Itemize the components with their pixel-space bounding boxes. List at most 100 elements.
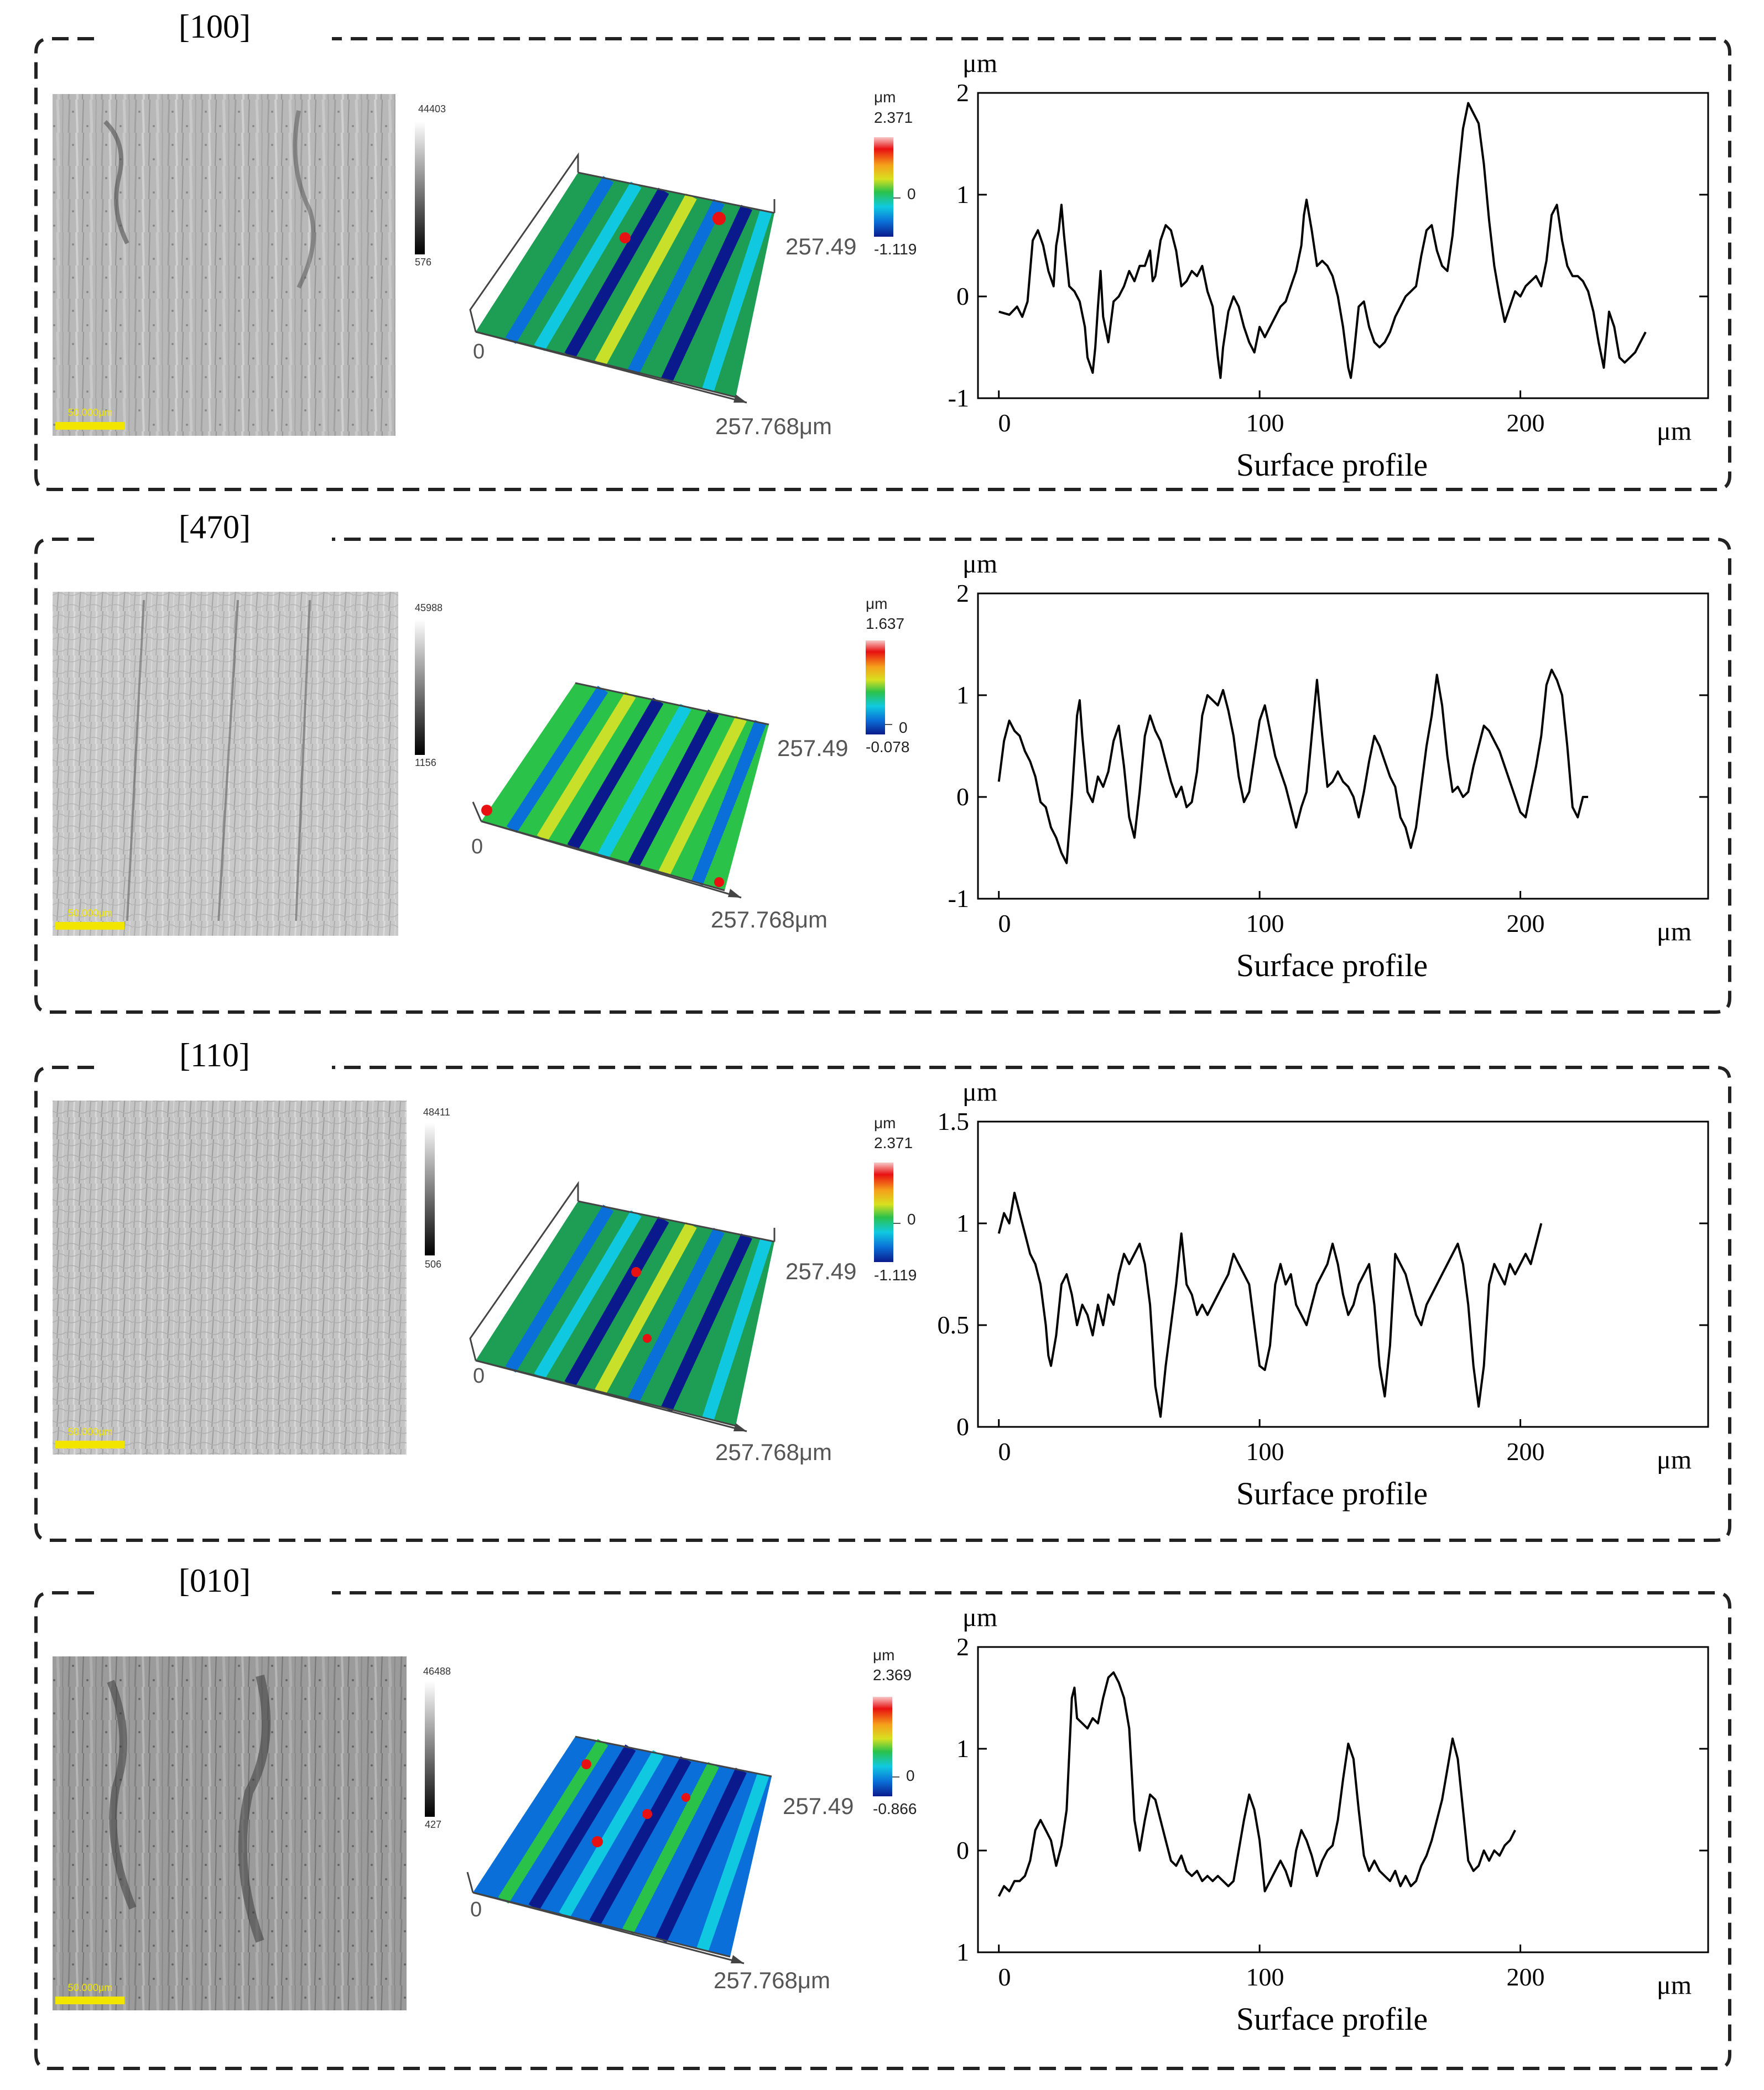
y-tick-label: 2	[956, 79, 969, 107]
y-tick-label: 2	[956, 1633, 969, 1661]
panel-label: [110]	[179, 1037, 250, 1073]
y-tick-label: 0	[956, 1836, 969, 1864]
scalebar	[55, 1997, 124, 2004]
colorbar-zero: 0	[907, 185, 916, 202]
surface-y-label: 257.49	[785, 233, 856, 259]
y-unit-label: μm	[962, 49, 997, 78]
x-tick-label: 100	[1246, 1963, 1284, 1991]
y-unit-label: μm	[962, 549, 997, 578]
colorbar-unit: μm	[873, 1646, 894, 1664]
scalebar-label: 50.000μm	[68, 908, 112, 919]
panel-110: [110] 50.000μm 48411 506	[34, 1037, 1731, 1542]
profile-series-line	[998, 102, 1647, 379]
y-tick-label: 1	[956, 1209, 969, 1237]
plot-frame	[977, 1646, 1709, 1953]
colorbar-min: -0.866	[873, 1800, 917, 1817]
x-tick-label: 100	[1246, 909, 1284, 937]
surface-3d: 0 257.49 257.768μm	[469, 152, 856, 439]
height-colorbar: μm 2.371 0 -1.119	[874, 88, 917, 258]
profile-chart: μm μm Surface profile 2 1 0 -1 0 100 200	[948, 549, 1709, 983]
colorbar-unit: μm	[866, 595, 887, 612]
x-tick-label: 0	[998, 1437, 1011, 1466]
y-unit-label: μm	[962, 1603, 997, 1632]
surface-box	[469, 152, 776, 398]
y-tick-label: 1	[956, 1938, 969, 1966]
surface-y-label: 257.49	[783, 1793, 854, 1819]
colorbar-min: -1.119	[874, 1266, 917, 1284]
surface-3d: 0 257.49 257.768μm	[466, 1735, 854, 1993]
scalebar-label: 50.000μm	[68, 1982, 112, 1993]
plot-frame	[977, 92, 1709, 399]
profile-series-line	[997, 1671, 1516, 1897]
y-tick-label: -1	[948, 884, 969, 913]
scalebar	[55, 922, 124, 930]
colorbar-max: 2.371	[874, 1134, 913, 1151]
surface-origin: 0	[473, 340, 485, 363]
colorbar-unit: μm	[874, 1114, 896, 1132]
x-axis-title: Surface profile	[1236, 1476, 1428, 1512]
colorbar-zero: 0	[906, 1767, 915, 1784]
gray-colorbar: 44403 576	[415, 103, 446, 268]
x-unit-label: μm	[1657, 917, 1692, 946]
x-axis-title: Surface profile	[1236, 947, 1428, 983]
x-tick-label: 0	[998, 1963, 1011, 1991]
surface-3d: 0 257.49 257.768μm	[469, 1181, 856, 1465]
panel-frame	[34, 1591, 1731, 2070]
y-tick-label: 1.5	[938, 1107, 970, 1135]
panel-label: [100]	[179, 8, 251, 45]
panel-frame	[34, 37, 1731, 491]
gray-min: 506	[425, 1259, 441, 1270]
y-tick-label: 2	[956, 579, 969, 607]
surface-box	[469, 1181, 776, 1427]
scalebar	[55, 422, 124, 430]
surface-3d: 0 257.49 257.768μm	[471, 682, 848, 932]
surface-x-label: 257.768μm	[714, 1967, 830, 1993]
x-tick-label: 0	[998, 909, 1011, 937]
sem-micrograph: 50.000μm	[53, 1656, 407, 2010]
x-tick-label: 200	[1507, 409, 1545, 437]
y-tick-label: 1	[956, 681, 969, 709]
y-tick-label: 0	[956, 1413, 969, 1441]
plot-frame	[977, 1120, 1709, 1428]
surface-x-label: 257.768μm	[715, 413, 832, 439]
colorbar-zero: 0	[907, 1211, 916, 1228]
plot-frame	[977, 592, 1709, 900]
surface-y-label: 257.49	[777, 735, 848, 761]
height-colorbar: μm 1.637 0 -0.078	[866, 595, 909, 755]
panel-100: [100] 50.000μm 44403 576	[34, 8, 1731, 491]
profile-series-line	[997, 1191, 1543, 1418]
scalebar-label: 50.000μm	[68, 1426, 112, 1437]
colorbar-max: 1.637	[866, 615, 904, 632]
y-unit-label: μm	[962, 1077, 997, 1107]
colorbar-min: -0.078	[866, 738, 909, 755]
scalebar-label: 50.000μm	[68, 407, 112, 418]
surface-x-label: 257.768μm	[711, 906, 828, 932]
panel-frame	[34, 538, 1731, 1014]
colorbar-max: 2.371	[874, 109, 913, 126]
surface-x-label: 257.768μm	[715, 1439, 832, 1465]
surface-x-axis	[481, 820, 742, 899]
colorbar-zero: 0	[899, 719, 908, 736]
gray-max: 44403	[418, 103, 446, 114]
profile-chart: μm μm Surface profile 2 1 0 -1 0 100 200	[948, 49, 1709, 483]
panel-010: [010] 50.000μm 46488 427	[34, 1562, 1731, 2070]
profile-chart: μm μm Surface profile 1.5 1 0.5 0 0 100 …	[938, 1077, 1709, 1512]
y-tick-label: 0	[956, 783, 969, 811]
height-colorbar: μm 2.371 0 -1.119	[874, 1114, 917, 1284]
surface-x-axis	[472, 1891, 745, 1964]
x-tick-label: 200	[1507, 1963, 1545, 1991]
gray-colorbar: 46488 427	[423, 1666, 451, 1830]
surface-origin: 0	[473, 1364, 485, 1388]
x-tick-label: 200	[1507, 909, 1545, 937]
surface-stripes	[506, 686, 767, 886]
x-axis-title: Surface profile	[1236, 447, 1428, 483]
panel-label: [010]	[179, 1562, 251, 1599]
panel-470: [470] 50.000μm 45988 1156	[34, 509, 1731, 1014]
panel-label: [470]	[179, 509, 251, 545]
x-tick-label: 100	[1246, 1437, 1284, 1466]
y-tick-label: 1	[956, 1734, 969, 1763]
x-unit-label: μm	[1657, 416, 1692, 446]
profile-series-line	[997, 669, 1589, 864]
surface-x-axis	[475, 1359, 747, 1432]
